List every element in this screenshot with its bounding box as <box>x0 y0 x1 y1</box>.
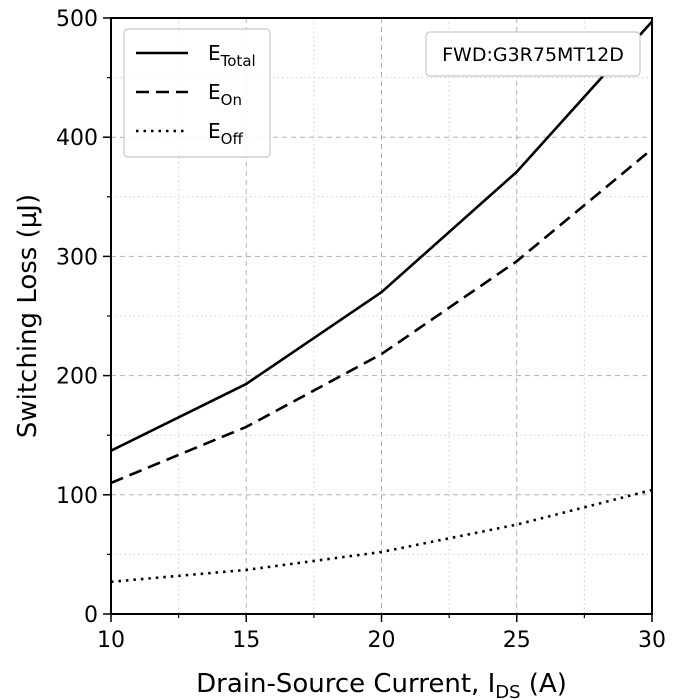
series-line-total <box>111 20 652 452</box>
legend-label-main: E <box>208 119 221 143</box>
x-tick-label: 25 <box>503 628 531 653</box>
legend-label-subscript: Off <box>221 130 244 148</box>
legend-label-on: EOn <box>208 80 242 109</box>
axis-ticks <box>103 17 653 622</box>
annotation-text: FWD:G3R75MT12D <box>442 44 624 66</box>
x-tick-label: 10 <box>97 628 125 653</box>
y-tick-label: 500 <box>56 7 98 32</box>
x-axis-label-main: Drain-Source Current, I <box>196 669 495 699</box>
series-lines <box>111 20 652 584</box>
series-line-on <box>111 148 652 485</box>
y-tick-label: 100 <box>56 484 98 509</box>
y-axis-label: Switching Loss (µJ) <box>13 194 43 438</box>
annotation-box: FWD:G3R75MT12D <box>425 31 641 77</box>
y-tick-label: 400 <box>56 126 98 151</box>
x-axis-label-subscript: DS <box>495 682 520 700</box>
legend-label-off: EOff <box>208 119 243 148</box>
legend-label-main: E <box>208 41 221 65</box>
x-tick-label: 30 <box>638 628 666 653</box>
y-tick-label: 0 <box>84 603 98 628</box>
legend-label-subscript: On <box>221 91 242 109</box>
x-tick-label: 15 <box>232 628 260 653</box>
y-tick-label: 200 <box>56 365 98 390</box>
x-tick-label: 20 <box>368 628 396 653</box>
x-axis-label-unit: (A) <box>521 669 567 699</box>
legend-box <box>123 28 271 158</box>
legend-label-total: ETotal <box>208 41 256 70</box>
series-line-off <box>111 488 652 584</box>
annotation-frame <box>425 31 641 77</box>
x-axis-label: Drain-Source Current, IDS (A) <box>196 669 567 700</box>
legend-label-main: E <box>208 80 221 104</box>
y-tick-label: 300 <box>56 245 98 270</box>
legend-label-subscript: Total <box>220 52 256 70</box>
